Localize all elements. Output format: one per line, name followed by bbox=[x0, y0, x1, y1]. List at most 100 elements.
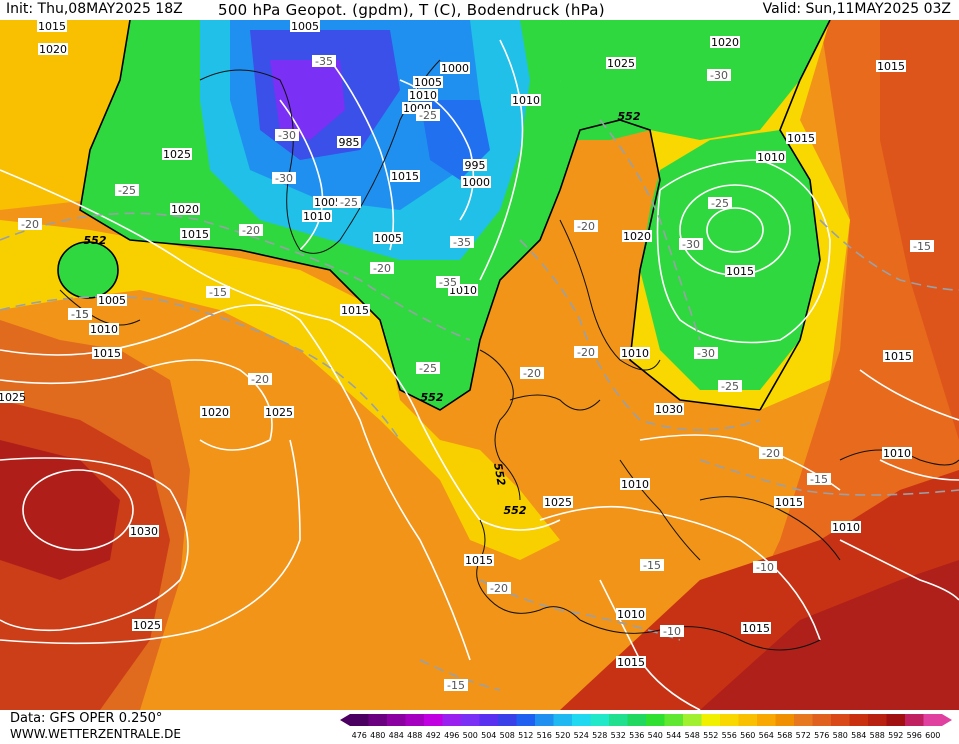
isotherm-label: -20 bbox=[574, 346, 598, 359]
legend-tick-label: 580 bbox=[833, 731, 848, 740]
isobar-label: 1010 bbox=[511, 94, 541, 107]
isotherm-label: -25 bbox=[718, 380, 742, 393]
svg-text:1010: 1010 bbox=[409, 89, 437, 102]
svg-text:995: 995 bbox=[465, 159, 486, 172]
isobar-label: 1015 bbox=[340, 304, 370, 317]
isotherm-label: -15 bbox=[71, 308, 89, 321]
svg-text:-20: -20 bbox=[490, 582, 508, 595]
legend-swatch bbox=[757, 714, 776, 726]
isotherm-label: -30 bbox=[694, 347, 718, 360]
svg-text:1015: 1015 bbox=[884, 350, 912, 363]
field-556-band bbox=[0, 220, 560, 560]
isobar-label: 1005 bbox=[373, 232, 403, 245]
isotherm-label: -25 bbox=[708, 197, 732, 210]
legend-swatch bbox=[720, 714, 739, 726]
legend-swatch bbox=[424, 714, 443, 726]
contour-552 bbox=[79, 20, 761, 411]
contour-552-small bbox=[57, 241, 119, 299]
isobar-label: 1025 bbox=[543, 496, 573, 509]
legend-swatch bbox=[905, 714, 924, 726]
map-title: 500 hPa Geopot. (gpdm), T (C), Bodendruc… bbox=[218, 1, 605, 19]
svg-text:1015: 1015 bbox=[617, 656, 645, 669]
legend-tick-label: 572 bbox=[796, 731, 811, 740]
weather-map[interactable]: 1005 1000 1005 1010 1000 985 995 1000 10… bbox=[0, 20, 959, 710]
isotherm-label: -20 bbox=[520, 367, 544, 380]
isotherm-label: -20 bbox=[370, 262, 394, 275]
svg-text:-30: -30 bbox=[682, 238, 700, 251]
svg-text:1020: 1020 bbox=[39, 43, 67, 56]
isobar-label: 1010 bbox=[408, 89, 438, 102]
isotherm-label: -20 bbox=[574, 220, 598, 233]
isobar-label: 1010 bbox=[302, 210, 332, 223]
svg-text:1025: 1025 bbox=[163, 148, 191, 161]
isotherm-label: -20 bbox=[487, 582, 511, 595]
isobar-label: 1015 bbox=[37, 20, 67, 33]
isotherm-label: -20 bbox=[759, 447, 783, 460]
legend-tick-label: 516 bbox=[537, 731, 552, 740]
isobar-label: 995 bbox=[463, 159, 487, 172]
isobar-label: 1000 bbox=[461, 176, 491, 189]
isotherm-label: -25 bbox=[416, 362, 440, 375]
legend-tick-label: 560 bbox=[740, 731, 755, 740]
svg-text:1010: 1010 bbox=[621, 347, 649, 360]
svg-text:-15: -15 bbox=[913, 240, 931, 253]
geopot-label: 552 bbox=[618, 110, 641, 123]
legend-swatch bbox=[442, 714, 461, 726]
svg-text:-10: -10 bbox=[663, 625, 681, 638]
legend-swatch bbox=[405, 714, 424, 726]
isobar-label: 1015 bbox=[725, 265, 755, 278]
isotherm-label: -25 bbox=[416, 109, 440, 122]
isobar-label: 1015 bbox=[883, 350, 913, 363]
legend-swatch bbox=[479, 714, 498, 726]
svg-text:-15: -15 bbox=[447, 679, 465, 692]
field-548-north bbox=[560, 20, 830, 140]
svg-text:1015: 1015 bbox=[181, 228, 209, 241]
isobar-label: 1010 bbox=[882, 447, 912, 460]
svg-text:-20: -20 bbox=[577, 220, 595, 233]
svg-text:-30: -30 bbox=[275, 172, 293, 185]
isotherm-label: -30 bbox=[679, 238, 703, 251]
temperature-labels: -35 -25 -30 -30 -25 -20 -25 -20 -15 -15 … bbox=[18, 55, 934, 692]
svg-text:1005: 1005 bbox=[291, 20, 319, 33]
legend-tick-label: 476 bbox=[352, 731, 367, 740]
legend-swatch bbox=[923, 714, 942, 726]
legend-tick-label: 536 bbox=[629, 731, 644, 740]
isobar-label: 1015 bbox=[876, 60, 906, 73]
svg-text:985: 985 bbox=[339, 136, 360, 149]
isotherms bbox=[0, 119, 959, 691]
field-560-nw bbox=[0, 20, 140, 210]
isotherm-label: -20 bbox=[239, 224, 263, 237]
data-source: Data: GFS OPER 0.250° bbox=[10, 711, 163, 726]
svg-text:-25: -25 bbox=[340, 196, 358, 209]
isobar-label: 1005 bbox=[97, 294, 127, 307]
legend-svg: 476 480 484 488 492 496 500 504 508 512 516 520 524 5… bbox=[340, 714, 952, 740]
field-588-west bbox=[0, 440, 120, 580]
svg-text:-20: -20 bbox=[577, 346, 595, 359]
isobar-label: 985 bbox=[337, 136, 361, 149]
svg-text:1015: 1015 bbox=[775, 496, 803, 509]
svg-text:-15: -15 bbox=[209, 286, 227, 299]
legend-swatch bbox=[609, 714, 628, 726]
svg-text:-25: -25 bbox=[711, 197, 729, 210]
legend-swatch bbox=[350, 714, 369, 726]
svg-text:-20: -20 bbox=[523, 367, 541, 380]
isobar-label: 1015 bbox=[741, 622, 771, 635]
svg-text:-35: -35 bbox=[315, 55, 333, 68]
legend-tick-label: 524 bbox=[574, 731, 589, 740]
svg-text:1010: 1010 bbox=[832, 521, 860, 534]
legend-swatch bbox=[387, 714, 406, 726]
svg-text:1030: 1030 bbox=[655, 403, 683, 416]
legend-swatch bbox=[553, 714, 572, 726]
isobar-label: 1020 bbox=[170, 203, 200, 216]
svg-text:-20: -20 bbox=[373, 262, 391, 275]
legend-swatch bbox=[627, 714, 646, 726]
website-link[interactable]: WWW.WETTERZENTRALE.DE bbox=[10, 727, 181, 741]
isobar-label: 1010 bbox=[831, 521, 861, 534]
isotherm-label: -15 bbox=[444, 679, 468, 692]
legend-swatch bbox=[849, 714, 868, 726]
legend-tick-label: 532 bbox=[611, 731, 626, 740]
svg-text:1010: 1010 bbox=[621, 478, 649, 491]
svg-text:1025: 1025 bbox=[0, 391, 26, 404]
legend-tick-label: 512 bbox=[518, 731, 533, 740]
legend-swatch bbox=[886, 714, 905, 726]
